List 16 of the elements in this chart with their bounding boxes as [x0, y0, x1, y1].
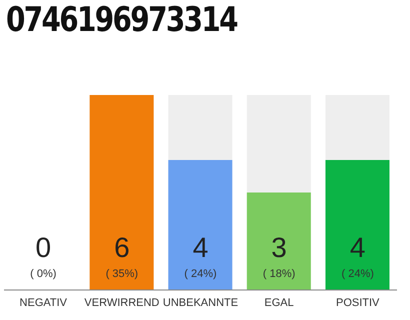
data-label: 6: [113, 232, 131, 263]
x-tick-label: EGAL: [264, 296, 294, 309]
x-tick-label: UNBEKANNTE: [162, 296, 238, 309]
annotation: ( 35%): [104, 268, 140, 281]
x-tick-label: POSITIV: [336, 296, 380, 309]
data-label: 4: [348, 232, 366, 263]
annotation: ( 0%): [29, 268, 58, 281]
annotation: ( 24%): [183, 268, 218, 281]
annotation: ( 24%): [340, 268, 375, 281]
data-label: 4: [192, 232, 210, 263]
x-tick-label: NEGATIV: [20, 296, 68, 309]
annotation: ( 18%): [262, 268, 296, 281]
chart-title: 0746196973314: [6, 0, 237, 40]
data-label: 3: [270, 232, 288, 263]
x-tick-label: VERWIRREND: [84, 296, 160, 309]
data-label: 0: [34, 232, 52, 263]
